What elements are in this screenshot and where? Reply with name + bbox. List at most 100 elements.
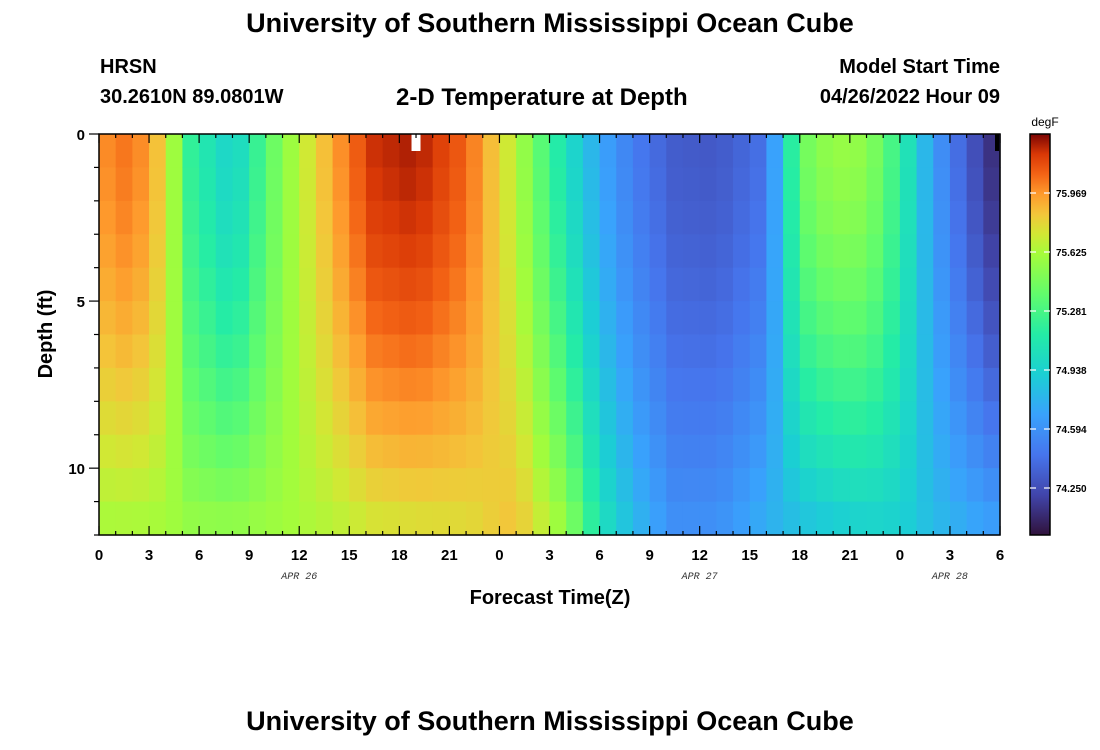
heatmap-cell bbox=[666, 267, 684, 302]
heatmap-cell bbox=[282, 401, 300, 436]
heatmap-cell bbox=[666, 234, 684, 269]
heatmap-cell bbox=[549, 301, 567, 336]
heatmap-cell bbox=[966, 134, 984, 169]
heatmap-cell bbox=[733, 134, 751, 169]
heatmap-cell bbox=[632, 267, 651, 302]
heatmap-cell bbox=[749, 401, 768, 436]
heatmap-cell bbox=[866, 200, 884, 235]
heatmap-cell bbox=[149, 367, 167, 402]
heatmap-cell bbox=[349, 267, 367, 302]
heatmap-cell bbox=[499, 501, 517, 536]
heatmap-cell bbox=[632, 134, 651, 169]
heatmap-cell bbox=[949, 334, 968, 369]
heatmap-cell bbox=[332, 367, 350, 402]
heatmap-cell bbox=[449, 367, 467, 402]
heatmap-cell bbox=[549, 200, 567, 235]
heatmap-cell bbox=[432, 334, 450, 369]
heatmap-cell bbox=[215, 301, 234, 336]
heatmap-cell bbox=[382, 334, 400, 369]
heatmap-cell bbox=[933, 401, 951, 436]
heatmap-cell bbox=[733, 367, 751, 402]
heatmap-cell bbox=[766, 200, 784, 235]
heatmap-cell bbox=[749, 134, 768, 169]
heatmap-cell bbox=[516, 200, 534, 235]
heatmap-cell bbox=[566, 501, 584, 536]
heatmap-cell bbox=[866, 134, 884, 169]
x-tick-label: 0 bbox=[495, 547, 503, 564]
heatmap-cell bbox=[382, 367, 400, 402]
heatmap-cell bbox=[299, 167, 317, 202]
heatmap-cell bbox=[866, 434, 884, 469]
heatmap-cell bbox=[249, 367, 267, 402]
station-name: HRSN bbox=[100, 56, 157, 78]
heatmap-cell bbox=[766, 367, 784, 402]
heatmap-cell bbox=[332, 200, 350, 235]
heatmap-cell bbox=[749, 501, 768, 536]
heatmap-cell bbox=[382, 234, 400, 269]
heatmap-cell bbox=[499, 401, 517, 436]
heatmap-cell bbox=[666, 401, 684, 436]
heatmap-cell bbox=[783, 234, 801, 269]
heatmap-cell bbox=[649, 167, 667, 202]
heatmap-cell bbox=[99, 200, 117, 235]
heatmap-cell bbox=[966, 167, 984, 202]
heatmap-cell bbox=[866, 167, 884, 202]
heatmap-cell bbox=[299, 234, 317, 269]
heatmap-cell bbox=[499, 301, 517, 336]
heatmap-cell bbox=[482, 200, 501, 235]
heatmap-cell bbox=[99, 134, 117, 169]
heatmap-cell bbox=[549, 134, 567, 169]
heatmap-cell bbox=[849, 267, 868, 302]
heatmap-cell bbox=[833, 167, 851, 202]
x-tick-label: 3 bbox=[545, 547, 553, 564]
date-label: APR 28 bbox=[931, 572, 968, 583]
heatmap-cell bbox=[749, 301, 768, 336]
heatmap-cell bbox=[949, 501, 968, 536]
heatmap-cell bbox=[549, 167, 567, 202]
heatmap-cell bbox=[616, 200, 634, 235]
heatmap-cell bbox=[549, 468, 567, 503]
heatmap-cell bbox=[566, 200, 584, 235]
heatmap-cell bbox=[449, 468, 467, 503]
x-tick-label: 3 bbox=[946, 547, 954, 564]
heatmap-cell bbox=[149, 401, 167, 436]
heatmap-cell bbox=[666, 134, 684, 169]
heatmap-cell bbox=[549, 434, 567, 469]
heatmap-cell bbox=[799, 301, 818, 336]
x-tick-label: 15 bbox=[741, 547, 758, 564]
heatmap-cell bbox=[632, 401, 651, 436]
heatmap-cell bbox=[182, 234, 200, 269]
heatmap-cell bbox=[632, 234, 651, 269]
heatmap-cell bbox=[466, 501, 484, 536]
heatmap-cell bbox=[482, 267, 501, 302]
heatmap-cell bbox=[432, 267, 450, 302]
heatmap-cell bbox=[349, 367, 367, 402]
heatmap-cell bbox=[833, 434, 851, 469]
heatmap-cell bbox=[783, 401, 801, 436]
heatmap-cell bbox=[766, 334, 784, 369]
heatmap-cell bbox=[749, 468, 768, 503]
heatmap-cell bbox=[816, 301, 834, 336]
heatmap-cell bbox=[566, 301, 584, 336]
heatmap-cell bbox=[432, 501, 450, 536]
y-tick-label: 5 bbox=[77, 294, 85, 311]
heatmap-cell bbox=[349, 401, 367, 436]
date-label: APR 27 bbox=[681, 572, 718, 583]
heatmap-cell bbox=[616, 234, 634, 269]
heatmap-cell bbox=[432, 401, 450, 436]
heatmap-cell bbox=[115, 334, 133, 369]
heatmap-cell bbox=[616, 367, 634, 402]
colorbar-tick-label: 74.938 bbox=[1056, 366, 1087, 377]
heatmap-cell bbox=[766, 134, 784, 169]
heatmap-cell bbox=[115, 434, 133, 469]
heatmap-cell bbox=[766, 434, 784, 469]
heatmap-cell bbox=[899, 401, 918, 436]
heatmap-cell bbox=[432, 301, 450, 336]
heatmap-cell bbox=[232, 200, 250, 235]
heatmap-cell bbox=[966, 367, 984, 402]
colorbar-ticks: 75.969 75.625 75.281 74.938 74.594 74.250 bbox=[1030, 189, 1087, 495]
heatmap-cell bbox=[733, 401, 751, 436]
heatmap-cell bbox=[816, 234, 834, 269]
heatmap-cell bbox=[582, 367, 601, 402]
heatmap-cell bbox=[99, 234, 117, 269]
